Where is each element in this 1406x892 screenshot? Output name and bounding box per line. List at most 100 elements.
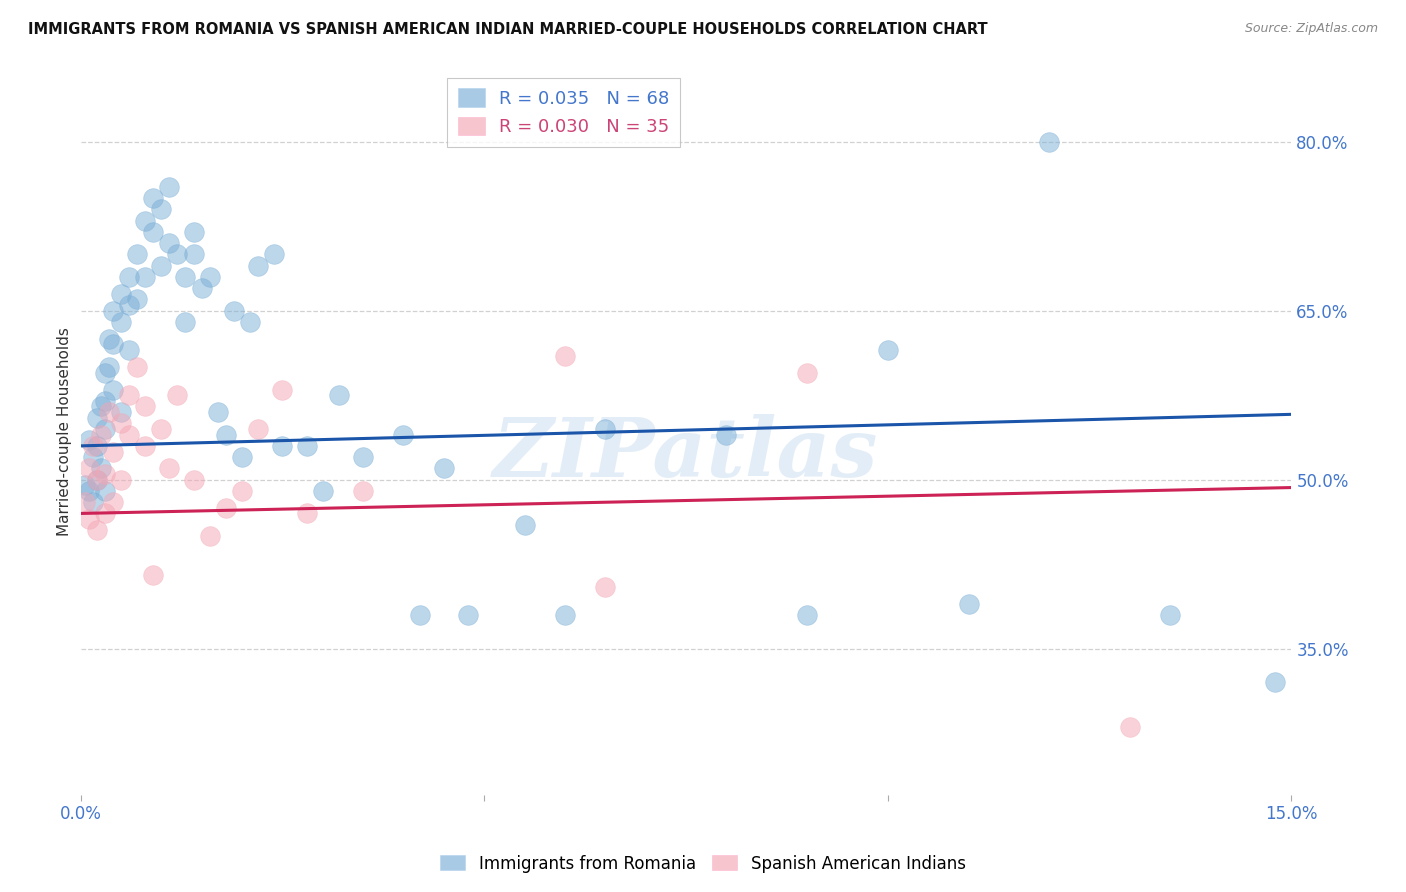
Point [142,225,165,239]
Point [82,495,104,509]
Point [101,303,124,318]
Point [125,293,148,307]
Point [118,269,141,284]
Point [97,332,120,346]
Point [554,349,576,363]
Point [110,473,132,487]
Point [82,439,104,453]
Point [157,179,180,194]
Point [93,366,115,380]
Point [90,461,112,475]
Point [157,461,180,475]
Point [796,366,818,380]
Point [231,483,253,498]
Text: ZIPatlas: ZIPatlas [494,414,879,493]
Point [295,507,318,521]
Point [134,269,156,284]
Point [876,343,898,358]
Point [134,213,156,227]
Point [93,483,115,498]
Point [93,422,115,436]
Point [86,473,108,487]
Point [134,439,156,453]
Point [86,410,108,425]
Point [352,483,374,498]
Point [198,269,221,284]
Point [82,450,104,464]
Point [513,517,536,532]
Point [93,467,115,481]
Point [118,388,141,402]
Point [433,461,456,475]
Point [1119,721,1142,735]
Point [77,483,100,498]
Point [190,281,212,295]
Point [1038,135,1060,149]
Point [239,315,262,329]
Point [392,427,415,442]
Point [796,607,818,622]
Legend: Immigrants from Romania, Spanish American Indians: Immigrants from Romania, Spanish America… [433,848,973,880]
Point [1159,607,1181,622]
Point [247,422,270,436]
Point [101,495,124,509]
Point [198,529,221,543]
Point [183,225,205,239]
Point [73,495,96,509]
Point [271,439,294,453]
Y-axis label: Married-couple Households: Married-couple Households [58,327,72,536]
Point [207,405,229,419]
Point [957,597,980,611]
Point [101,444,124,458]
Legend: R = 0.035   N = 68, R = 0.030   N = 35: R = 0.035 N = 68, R = 0.030 N = 35 [447,78,681,147]
Point [183,247,205,261]
Point [263,247,285,261]
Point [86,524,108,538]
Point [328,388,350,402]
Point [166,247,188,261]
Text: IMMIGRANTS FROM ROMANIA VS SPANISH AMERICAN INDIAN MARRIED-COUPLE HOUSEHOLDS COR: IMMIGRANTS FROM ROMANIA VS SPANISH AMERI… [28,22,988,37]
Point [110,315,132,329]
Point [215,500,238,515]
Point [271,383,294,397]
Point [222,303,245,318]
Point [150,202,173,217]
Point [457,607,479,622]
Point [97,359,120,374]
Point [174,315,197,329]
Point [247,259,270,273]
Point [231,450,253,464]
Point [215,427,238,442]
Point [142,191,165,205]
Point [118,298,141,312]
Point [110,286,132,301]
Point [125,247,148,261]
Text: Source: ZipAtlas.com: Source: ZipAtlas.com [1244,22,1378,36]
Point [93,393,115,408]
Point [77,434,100,448]
Point [1264,675,1286,690]
Point [77,461,100,475]
Point [352,450,374,464]
Point [77,512,100,526]
Point [118,343,141,358]
Point [86,439,108,453]
Point [174,269,197,284]
Point [90,400,112,414]
Point [408,607,430,622]
Point [157,236,180,251]
Point [125,359,148,374]
Point [554,607,576,622]
Point [716,427,738,442]
Point [73,478,96,492]
Point [312,483,335,498]
Point [86,473,108,487]
Point [150,259,173,273]
Point [150,422,173,436]
Point [593,422,616,436]
Point [134,400,156,414]
Point [593,580,616,594]
Point [183,473,205,487]
Point [110,405,132,419]
Point [295,439,318,453]
